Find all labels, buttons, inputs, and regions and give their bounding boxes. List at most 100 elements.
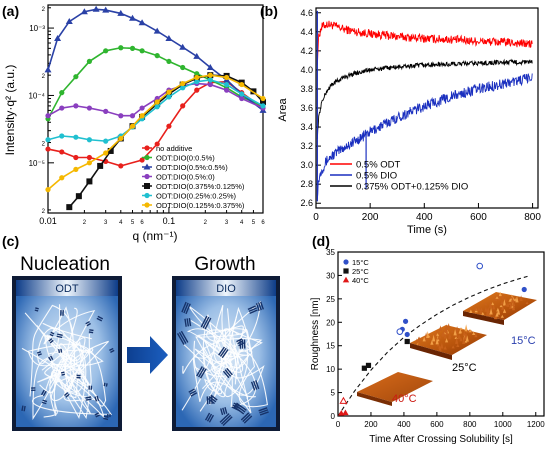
data-point [207, 81, 213, 88]
afm-peak [494, 295, 498, 301]
crystal-lamella [31, 387, 36, 389]
polymer-chain [21, 334, 107, 407]
x-tick-label: 1200 [527, 420, 545, 429]
data-point [86, 105, 93, 111]
crystal-lamella [188, 388, 195, 393]
crystal-lamella [36, 351, 42, 354]
crystal-lamella [222, 407, 226, 415]
crystal-lamella [243, 339, 246, 349]
crystal-lamella [222, 370, 230, 379]
afm-peak [495, 312, 499, 317]
crystal-lamella [204, 317, 212, 330]
crystal-lamella [40, 389, 45, 396]
data-point [59, 90, 65, 96]
data-point [194, 79, 200, 85]
legend-label: ODT:DIO(0.5%:0) [156, 173, 215, 182]
crystal [188, 388, 198, 397]
legend-label: no additive [156, 144, 192, 153]
polymer-chain [24, 312, 113, 415]
crystal-lamella [248, 307, 257, 313]
afm-texture-15c [469, 291, 529, 320]
data-point [194, 74, 200, 81]
data-point [260, 103, 266, 109]
growth-box: DIO [172, 276, 280, 431]
polymer-chains-left [21, 304, 113, 421]
crystal-lamella [186, 318, 190, 327]
crystal-lamella [89, 329, 94, 332]
legend-label: 25°C [352, 267, 369, 276]
afm-peak [491, 302, 495, 306]
crystal [60, 310, 64, 316]
crystal-lamella [21, 405, 24, 412]
x-tick-label: 0.01 [39, 216, 57, 226]
series-line [47, 79, 264, 142]
crystal-lamella [198, 367, 205, 378]
data-point [339, 396, 348, 404]
crystal-lamella [204, 412, 211, 421]
y-tick-label: 3.4 [300, 122, 313, 132]
data-point [153, 27, 161, 34]
series-0.375% ODT+0.125% DIO [316, 58, 533, 139]
y-tick-label: 35 [326, 248, 335, 257]
y-tick-label: 30 [326, 271, 335, 280]
afm-peak [499, 304, 503, 308]
polymer-chain [194, 344, 244, 378]
x-tick-label: 1000 [494, 420, 512, 429]
afm-peak [525, 301, 529, 305]
legend-label: 40°C [352, 276, 369, 285]
afm-peak [422, 336, 426, 342]
crystal-lamella [49, 339, 54, 344]
afm-peak [455, 337, 459, 344]
x-tick-label: 6 [261, 220, 265, 226]
crystal [49, 331, 55, 337]
series-ODT:DIO(0.25%:0.25%) [45, 77, 266, 144]
afm-label-25c: 25°C [452, 362, 477, 374]
crystal [48, 355, 54, 362]
afm-peak [469, 309, 473, 314]
afm-peak [415, 338, 419, 343]
afm-peak [466, 329, 470, 333]
afm-peak [430, 339, 434, 345]
crystal [204, 412, 215, 423]
data-point [180, 64, 186, 71]
afm-peak [438, 335, 442, 339]
afm-label-15c: 15°C [511, 335, 536, 347]
crystal-lamella [103, 415, 109, 418]
crystal-lamella [37, 353, 42, 356]
y-tick-label: 2 [42, 7, 46, 13]
crystal-lamella [110, 349, 115, 353]
crystal-lamella [258, 407, 268, 412]
nucleation-title: Nucleation [20, 254, 110, 275]
panel-c-schematic: Nucleation Growth ODT DIO [12, 254, 280, 431]
crystal-lamella [42, 390, 47, 397]
series-40°C (open) [339, 396, 348, 404]
y-tick-label: 4.6 [300, 8, 313, 18]
data-point [73, 166, 79, 172]
x-tick-label: 0 [336, 420, 341, 429]
crystal-lamella [190, 392, 198, 397]
polymer-chain [181, 328, 268, 411]
afm-peak [472, 331, 476, 336]
crystal-lamella [50, 331, 55, 335]
data-point [239, 95, 245, 102]
crystal-lamella [48, 338, 53, 342]
crystal-lamella [221, 414, 232, 425]
crystal [60, 371, 66, 376]
crystal-lamella [178, 331, 187, 344]
crystal-lamella [199, 368, 207, 379]
crystal [196, 366, 207, 379]
data-point [260, 98, 266, 105]
crystal-lamella [221, 349, 229, 359]
crystal-lamella [183, 302, 189, 314]
odt-box-label: ODT [55, 283, 79, 295]
crystal-lamella [208, 414, 215, 423]
data-point [404, 331, 410, 338]
legend-label: 0.5% ODT [356, 160, 401, 171]
panel-d-chart: Roughness [nm] Time After Crossing Solub… [310, 248, 545, 445]
crystal [222, 367, 233, 379]
crystal-lamella [65, 393, 70, 398]
crystal-lamella [109, 347, 114, 352]
crystal-lamella [105, 383, 108, 387]
crystal-lamella [222, 416, 233, 427]
data-point [45, 137, 51, 143]
